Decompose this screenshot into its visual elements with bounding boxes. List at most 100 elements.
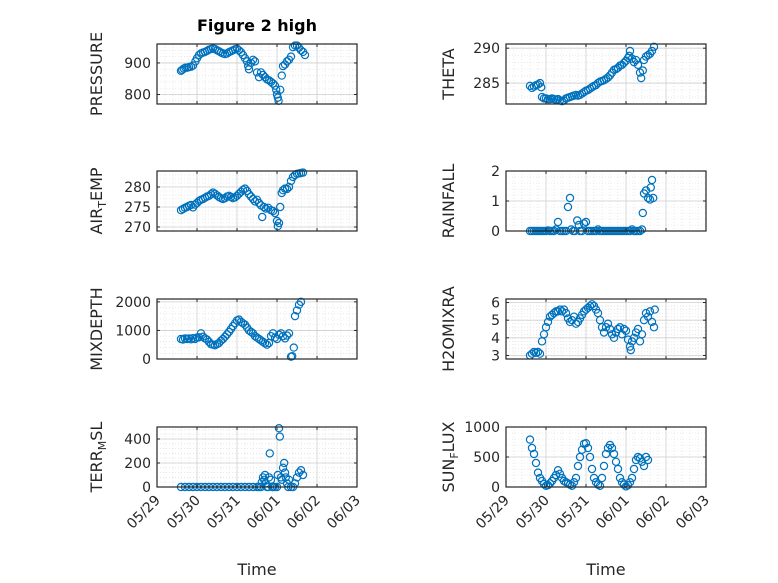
data-point [537,83,546,92]
axes-box [156,43,358,105]
data-point [186,62,196,71]
y-tick-label: 0 [491,480,500,496]
data-point [254,72,264,82]
data-point [541,323,551,332]
data-point [276,202,285,212]
data-point [585,301,595,311]
data-point [593,480,603,489]
data-point [569,478,579,487]
subplot-terr-msl: 0 200 400 05/29 05/30 05/31 06/01 06/02 06/03 TER… [87,422,364,533]
x-tick-label: 05/29 [124,493,164,533]
data-point [565,317,575,327]
data-point [619,324,629,334]
data-point [633,324,643,334]
data-point [625,51,634,61]
data-point [631,55,641,65]
data-point [258,212,267,222]
y-axis-label: SUNFLUX [439,421,461,492]
data-point [605,324,615,334]
data-point [186,335,196,344]
x-tick-label: 05/30 [513,493,553,533]
data-point [650,305,660,314]
data-point [248,194,258,204]
y-tick-label: 400 [124,432,151,448]
data-point [647,46,657,56]
data-point [557,307,567,316]
data-point [533,347,543,357]
y-tick-label: 285 [473,76,500,92]
data-point [178,335,188,344]
y-axis-label: PRESSURE [87,32,106,116]
y-tick-label: 1000 [464,420,500,436]
y-tick-label: 500 [473,450,500,466]
data-point [587,83,597,92]
x-axis-label-left: Time [236,560,276,579]
data-point [527,349,537,358]
x-tick-label: 05/31 [204,493,244,533]
data-point [250,57,260,66]
data-point [240,184,250,193]
data-point [194,333,204,342]
data-point [531,458,541,468]
figure-title: Figure 2 high [197,16,317,35]
subplot-h2omixra: 34 56 H2OMIXRA [439,286,707,372]
data-point [573,216,582,225]
y-axis-label: MIXDEPTH [87,287,106,370]
y-tick-label: 2000 [115,295,151,311]
data-point [633,60,643,70]
data-point [284,182,294,192]
data-point [573,461,583,471]
y-tick-label: 2 [491,164,500,180]
data-point [613,324,623,334]
data-point [597,473,607,483]
subplot-theta: 285 290 THETA [439,41,707,106]
subplot-pressure: 800 900 PRESSURE [87,32,358,116]
y-axis-label: THETA [439,48,458,100]
data-point [276,85,285,94]
data-point [643,312,653,321]
data-point [214,192,224,202]
data-point [597,323,607,332]
data-point [587,464,597,474]
data-point [625,478,635,487]
data-point [589,473,599,483]
data-point [581,217,591,227]
data-point [210,44,220,54]
x-tick-label: 06/03 [324,493,364,533]
y-tick-label: 1000 [115,323,151,339]
data-point [186,200,196,210]
axes-background [157,171,357,231]
data-point [300,50,310,60]
data-point [603,319,613,328]
data-point [242,57,252,66]
data-point [226,192,236,202]
data-point [275,432,284,441]
axes-box [156,170,358,232]
data-point [298,470,308,480]
axes-box [505,43,707,105]
data-point [286,176,296,186]
data-point [529,449,539,459]
y-axis-label: RAINFALL [439,164,458,239]
x-tick-label: 06/01 [244,493,284,533]
data-point [565,193,575,203]
data-point [190,334,200,344]
x-tick-label: 06/01 [593,493,633,533]
data-point [272,216,282,226]
data-point [296,466,306,475]
data-point [615,473,625,483]
data-point [260,339,270,348]
y-tick-label: 4 [491,331,500,347]
data-point [619,58,629,68]
data-point [626,345,636,355]
data-point [647,175,657,185]
y-tick-label: 200 [124,456,151,472]
data-point [268,329,278,338]
data-point [280,458,289,468]
data-point [257,478,266,487]
data-point [587,300,597,309]
y-tick-label: 0 [491,224,500,240]
x-tick-label: 06/03 [673,493,713,533]
